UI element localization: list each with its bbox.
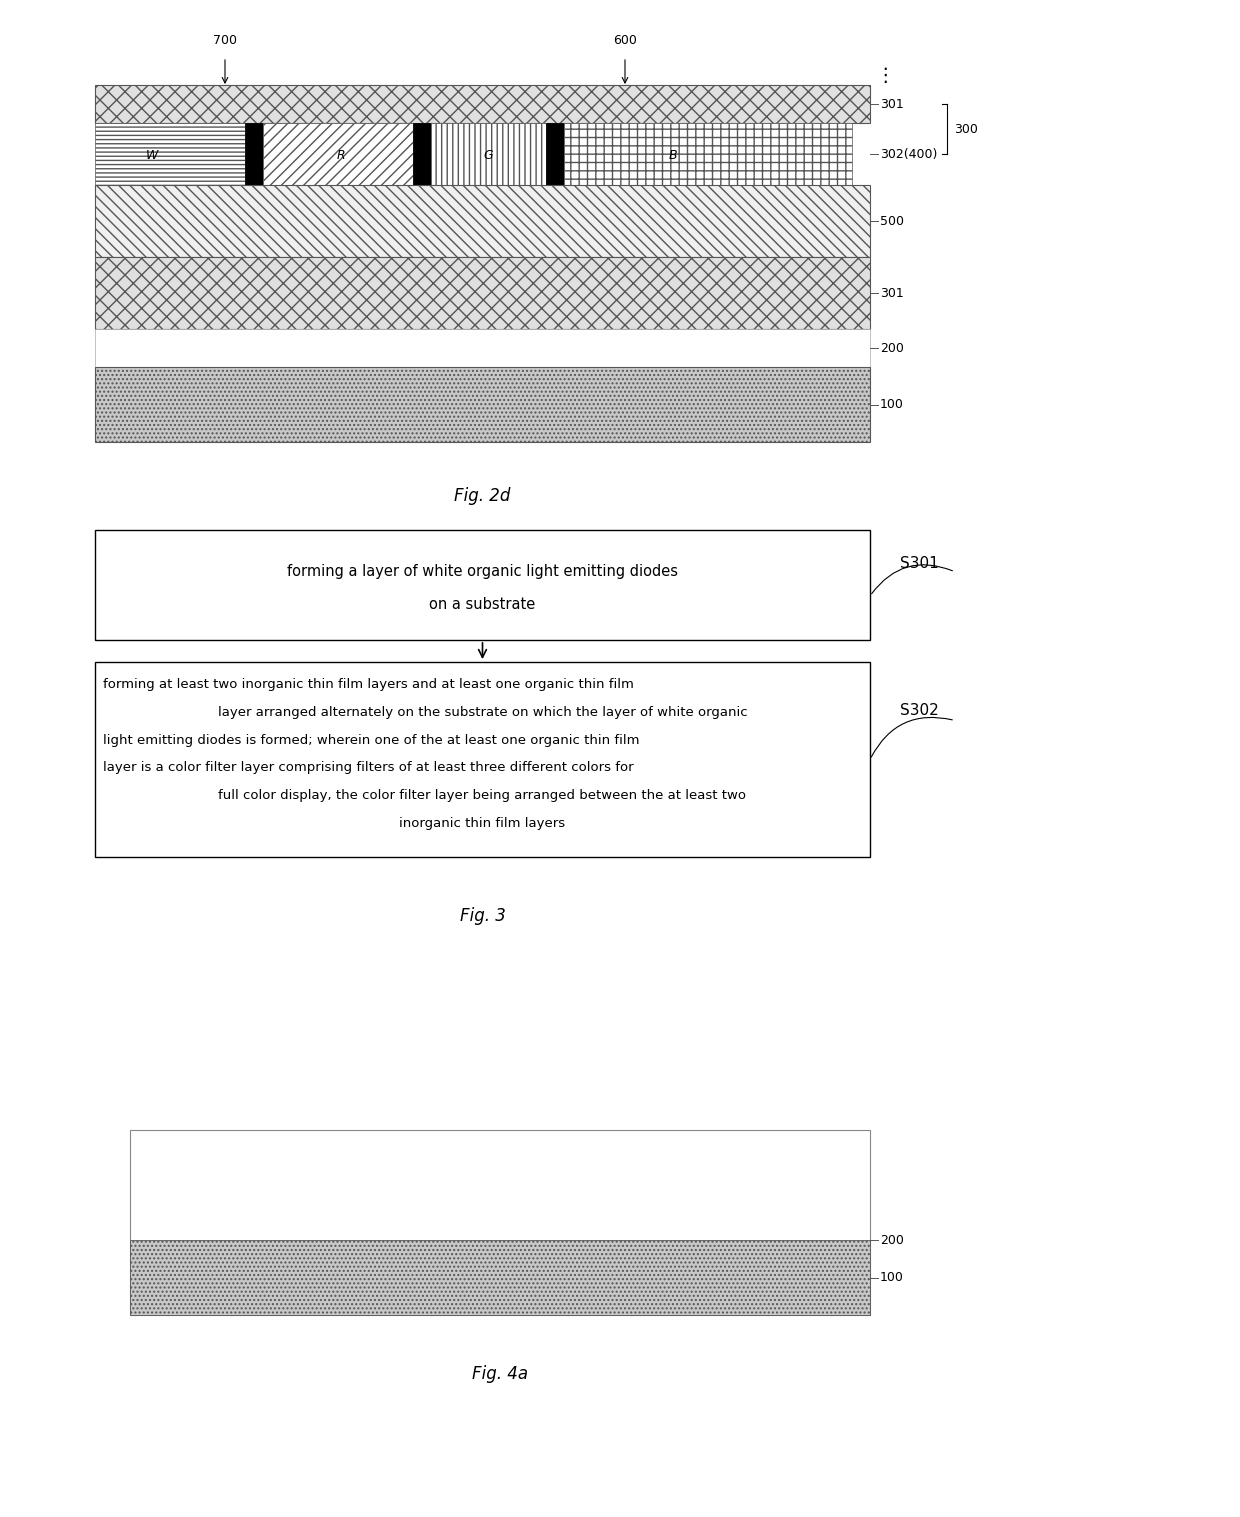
Bar bbox=[95, 367, 870, 441]
Text: layer is a color filter layer comprising filters of at least three different col: layer is a color filter layer comprising… bbox=[103, 762, 634, 774]
Text: forming at least two inorganic thin film layers and at least one organic thin fi: forming at least two inorganic thin film… bbox=[103, 678, 634, 690]
Text: layer arranged alternately on the substrate on which the layer of white organic: layer arranged alternately on the substr… bbox=[218, 705, 748, 719]
Text: 300: 300 bbox=[954, 123, 978, 135]
Text: R: R bbox=[337, 149, 345, 162]
Text: B: B bbox=[670, 149, 678, 162]
Text: 200: 200 bbox=[880, 1233, 904, 1247]
Text: on a substrate: on a substrate bbox=[429, 598, 536, 613]
Bar bbox=[95, 85, 870, 123]
Bar bbox=[564, 123, 852, 185]
Text: 100: 100 bbox=[880, 397, 904, 411]
Bar bbox=[95, 529, 870, 640]
Text: Fig. 2d: Fig. 2d bbox=[454, 487, 511, 505]
Text: S302: S302 bbox=[900, 704, 939, 718]
Text: S301: S301 bbox=[900, 555, 939, 570]
Bar bbox=[246, 123, 263, 185]
Bar bbox=[546, 123, 564, 185]
Text: forming a layer of white organic light emitting diodes: forming a layer of white organic light e… bbox=[286, 564, 678, 579]
Bar bbox=[432, 123, 546, 185]
Text: G: G bbox=[484, 149, 494, 162]
Text: 301: 301 bbox=[880, 287, 904, 299]
Text: Fig. 3: Fig. 3 bbox=[460, 907, 506, 925]
Text: 700: 700 bbox=[213, 33, 237, 47]
Text: 302(400): 302(400) bbox=[880, 147, 937, 161]
Text: Fig. 4a: Fig. 4a bbox=[472, 1365, 528, 1384]
Bar bbox=[95, 256, 870, 329]
Text: inorganic thin film layers: inorganic thin film layers bbox=[399, 818, 565, 830]
Bar bbox=[95, 661, 870, 857]
Text: W: W bbox=[146, 149, 159, 162]
Text: light emitting diodes is formed; wherein one of the at least one organic thin fi: light emitting diodes is formed; wherein… bbox=[103, 734, 640, 746]
Bar bbox=[95, 329, 870, 367]
Bar bbox=[95, 185, 870, 256]
Text: 500: 500 bbox=[880, 214, 904, 228]
Bar bbox=[263, 123, 413, 185]
Text: 100: 100 bbox=[880, 1271, 904, 1283]
Text: 200: 200 bbox=[880, 341, 904, 355]
Text: 600: 600 bbox=[613, 33, 637, 47]
Bar bbox=[130, 1239, 870, 1315]
Bar bbox=[413, 123, 432, 185]
Text: ⋮: ⋮ bbox=[875, 65, 894, 85]
Bar bbox=[130, 1130, 870, 1315]
Text: 301: 301 bbox=[880, 97, 904, 111]
Text: full color display, the color filter layer being arranged between the at least t: full color display, the color filter lay… bbox=[218, 789, 746, 802]
Bar bbox=[95, 123, 246, 185]
